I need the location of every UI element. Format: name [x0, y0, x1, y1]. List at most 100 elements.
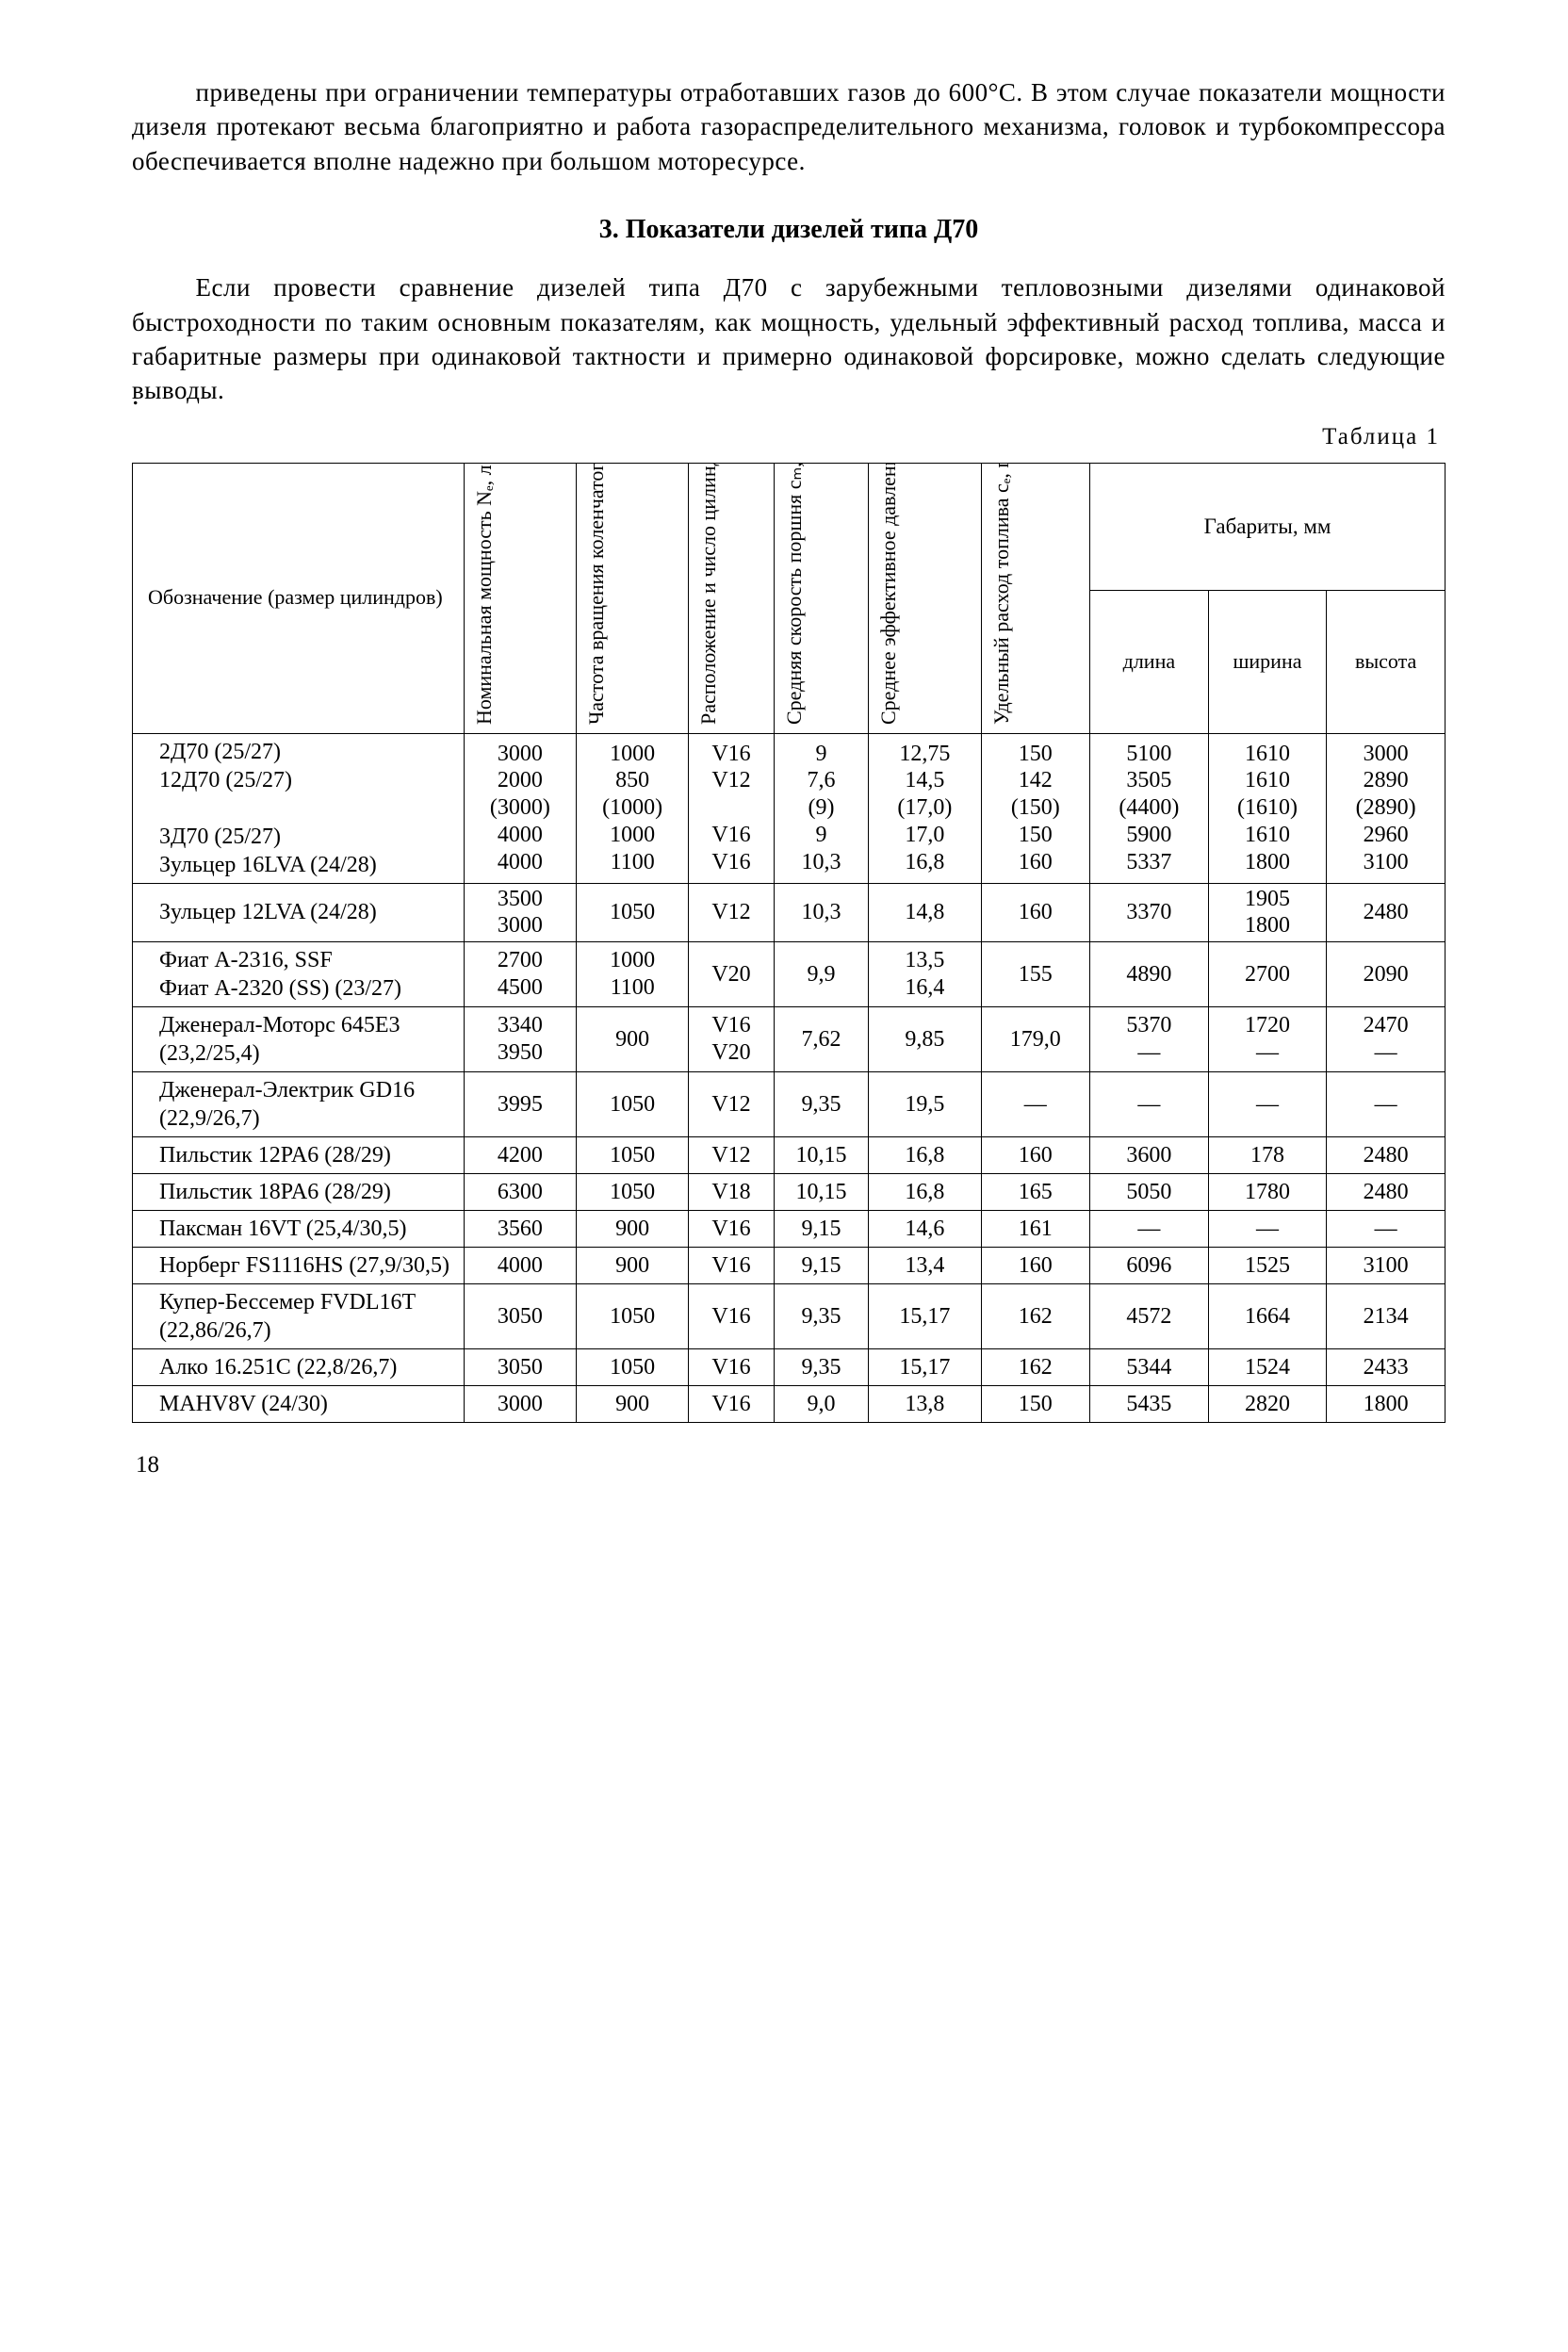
table-cell: 1720 —: [1208, 1007, 1327, 1072]
table-cell: 16,8: [869, 1137, 981, 1174]
table-cell: 900: [577, 1248, 689, 1284]
table-cell: 5435: [1090, 1386, 1209, 1423]
table-cell: 1524: [1208, 1349, 1327, 1386]
table-row: Зульцер 12LVA (24/28)3500 30001050V1210,…: [133, 883, 1446, 942]
table-cell: 1664: [1208, 1284, 1327, 1349]
table-cell: —: [1327, 1072, 1446, 1137]
table-row: Фиат A-2316, SSF Фиат A-2320 (SS) (23/27…: [133, 942, 1446, 1007]
table-cell: Пильстик 12PA6 (28/29): [133, 1137, 465, 1174]
th-consumption: Удельный расход топлива cₑ, г/ (э. л. с.…: [981, 463, 1090, 733]
table-cell: 1525: [1208, 1248, 1327, 1284]
table-cell: 2470 —: [1327, 1007, 1446, 1072]
table-cell: 9 7,6 (9) 9 10,3: [774, 733, 868, 883]
table-cell: 2433: [1327, 1349, 1446, 1386]
table-cell: 165: [981, 1174, 1090, 1211]
table-cell: 3370: [1090, 883, 1209, 942]
table-cell: 1000 1100: [577, 942, 689, 1007]
table-cell: 3050: [464, 1284, 576, 1349]
table-cell: Пильстик 18PA6 (28/29): [133, 1174, 465, 1211]
stray-dot: .: [132, 377, 139, 416]
table-cell: 162: [981, 1284, 1090, 1349]
table-cell: —: [1208, 1072, 1327, 1137]
table-cell: 150 142 (150) 150 160: [981, 733, 1090, 883]
table-cell: 15,17: [869, 1349, 981, 1386]
table-cell: 9,15: [774, 1211, 868, 1248]
table-cell: 12,75 14,5 (17,0) 17,0 16,8: [869, 733, 981, 883]
table-row: Норберг FS1116HS (27,9/30,5)4000900V169,…: [133, 1248, 1446, 1284]
table-cell: 900: [577, 1007, 689, 1072]
table-cell: 2700: [1208, 942, 1327, 1007]
th-pressure: Среднее эффективное давление pₑ, кгс/см²: [869, 463, 981, 733]
table-cell: —: [1090, 1211, 1209, 1248]
table-cell: 10,3: [774, 883, 868, 942]
table-cell: 1610 1610 (1610) 1610 1800: [1208, 733, 1327, 883]
table-row: Алко 16.251C (22,8/26,7)30501050V169,351…: [133, 1349, 1446, 1386]
th-rpm: Частота вращения коленчатого вала n, об/…: [577, 463, 689, 733]
table-cell: 160: [981, 883, 1090, 942]
table-row: MAHV8V (24/30)3000900V169,013,8150543528…: [133, 1386, 1446, 1423]
table-cell: V20: [689, 942, 774, 1007]
table-cell: V16: [689, 1248, 774, 1284]
table-cell: 9,35: [774, 1284, 868, 1349]
table-cell: Дженерал-Электрик GD16 (22,9/26,7): [133, 1072, 465, 1137]
table-cell: 7,62: [774, 1007, 868, 1072]
table-cell: Зульцер 12LVA (24/28): [133, 883, 465, 942]
table-cell: 9,35: [774, 1349, 868, 1386]
paragraph-comparison: Если провести сравнение дизелей типа Д70…: [132, 270, 1446, 408]
table-row: Дженерал-Электрик GD16 (22,9/26,7)399510…: [133, 1072, 1446, 1137]
table-cell: 2480: [1327, 1137, 1446, 1174]
table-cell: 3500 3000: [464, 883, 576, 942]
table-cell: 13,5 16,4: [869, 942, 981, 1007]
table-cell: 3560: [464, 1211, 576, 1248]
table-row: 2Д70 (25/27) 12Д70 (25/27) 3Д70 (25/27) …: [133, 733, 1446, 883]
table-cell: 3600: [1090, 1137, 1209, 1174]
table-cell: 900: [577, 1386, 689, 1423]
table-cell: Дженерал-Моторс 645E3 (23,2/25,4): [133, 1007, 465, 1072]
table-cell: 5344: [1090, 1349, 1209, 1386]
table-cell: Паксман 16VT (25,4/30,5): [133, 1211, 465, 1248]
table-cell: 155: [981, 942, 1090, 1007]
table-cell: 15,17: [869, 1284, 981, 1349]
table-cell: 1780: [1208, 1174, 1327, 1211]
th-name: Обозначение (размер цилиндров): [133, 463, 465, 733]
table-cell: V16: [689, 1211, 774, 1248]
table-cell: 4890: [1090, 942, 1209, 1007]
table-cell: 162: [981, 1349, 1090, 1386]
table-cell: Купер-Бессемер FVDL16T (22,86/26,7): [133, 1284, 465, 1349]
table-cell: —: [1208, 1211, 1327, 1248]
table-cell: 5100 3505 (4400) 5900 5337: [1090, 733, 1209, 883]
table-cell: 10,15: [774, 1174, 868, 1211]
table-cell: 1050: [577, 1137, 689, 1174]
th-power: Номинальная мощность Nₑ, л. с.: [464, 463, 576, 733]
table-cell: 1050: [577, 1174, 689, 1211]
table-cell: 3100: [1327, 1248, 1446, 1284]
table-cell: V16: [689, 1284, 774, 1349]
table-cell: 1050: [577, 883, 689, 942]
table-cell: 161: [981, 1211, 1090, 1248]
table-cell: 3340 3950: [464, 1007, 576, 1072]
table-cell: 2480: [1327, 883, 1446, 942]
table-cell: 3995: [464, 1072, 576, 1137]
table-cell: 3000 2890 (2890) 2960 3100: [1327, 733, 1446, 883]
table-cell: 1800: [1327, 1386, 1446, 1423]
table-cell: 3000: [464, 1386, 576, 1423]
section-title: 3. Показатели дизелей типа Д70: [132, 212, 1446, 248]
th-speed: Средняя скорость поршня cₘ, м/с: [774, 463, 868, 733]
table-cell: 9,9: [774, 942, 868, 1007]
table-cell: 2090: [1327, 942, 1446, 1007]
table-cell: 2820: [1208, 1386, 1327, 1423]
table-cell: V18: [689, 1174, 774, 1211]
table-cell: 2480: [1327, 1174, 1446, 1211]
table-cell: Норберг FS1116HS (27,9/30,5): [133, 1248, 465, 1284]
table-cell: 6300: [464, 1174, 576, 1211]
table-cell: V16: [689, 1386, 774, 1423]
table-cell: —: [1090, 1072, 1209, 1137]
table-cell: 9,85: [869, 1007, 981, 1072]
table-cell: 13,8: [869, 1386, 981, 1423]
table-cell: —: [1327, 1211, 1446, 1248]
table-cell: 160: [981, 1248, 1090, 1284]
table-cell: 3000 2000 (3000) 4000 4000: [464, 733, 576, 883]
table-cell: V12: [689, 1072, 774, 1137]
paragraph-intro: приведены при ограничении температуры от…: [132, 75, 1446, 178]
table-cell: V16 V12 V16 V16: [689, 733, 774, 883]
